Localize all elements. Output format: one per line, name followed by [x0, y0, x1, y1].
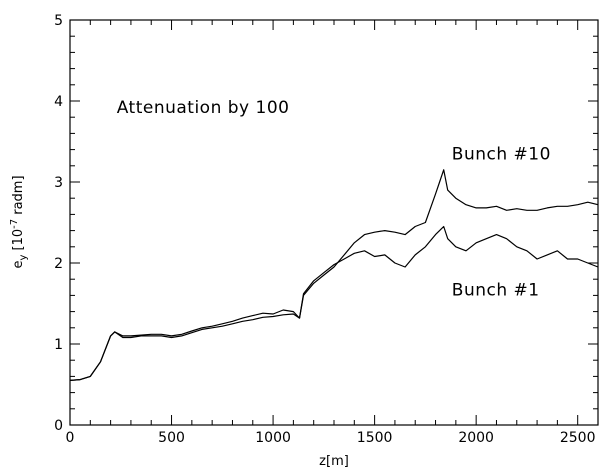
- y-tick-label: 0: [54, 418, 63, 434]
- y-axis-label: ey [10-7 radm]: [9, 175, 29, 268]
- y-tick-label: 1: [54, 337, 63, 353]
- series-layer: [69, 169, 599, 381]
- annotation-text: Bunch #1: [452, 280, 540, 300]
- x-tick-label: 1500: [357, 430, 393, 446]
- annotation-text: Bunch #10: [452, 144, 551, 164]
- y-axis-label-sub: y: [18, 255, 29, 261]
- series-line-bunch-1: [69, 225, 599, 381]
- y-axis-label-sup: -7: [9, 219, 20, 229]
- x-tick-label: 1000: [255, 430, 291, 446]
- y-tick-label: 2: [54, 256, 63, 272]
- annotation-text: Attenuation by 100: [117, 98, 290, 118]
- tick-marks: [69, 19, 599, 426]
- y-axis-label-close: radm]: [11, 175, 26, 218]
- y-tick-label: 4: [54, 94, 63, 110]
- plot-frame: [69, 19, 599, 426]
- x-tick-label: 2500: [560, 430, 596, 446]
- series-line-bunch-10: [69, 169, 599, 381]
- x-tick-label: 500: [158, 430, 185, 446]
- tick-labels: 0 500 1000 1500 2000 2500 0 1 2 3 4 5: [54, 13, 595, 446]
- x-axis-label: z[m]: [319, 454, 349, 468]
- y-tick-label: 3: [54, 175, 63, 191]
- x-tick-label: 2000: [458, 430, 494, 446]
- annotation-layer: Attenuation by 100 Bunch #10 Bunch #1: [117, 98, 551, 300]
- y-axis-label-main: e: [11, 261, 26, 269]
- y-tick-label: 5: [54, 13, 63, 29]
- y-axis-label-open: [10: [11, 229, 26, 255]
- x-tick-label: 0: [66, 430, 75, 446]
